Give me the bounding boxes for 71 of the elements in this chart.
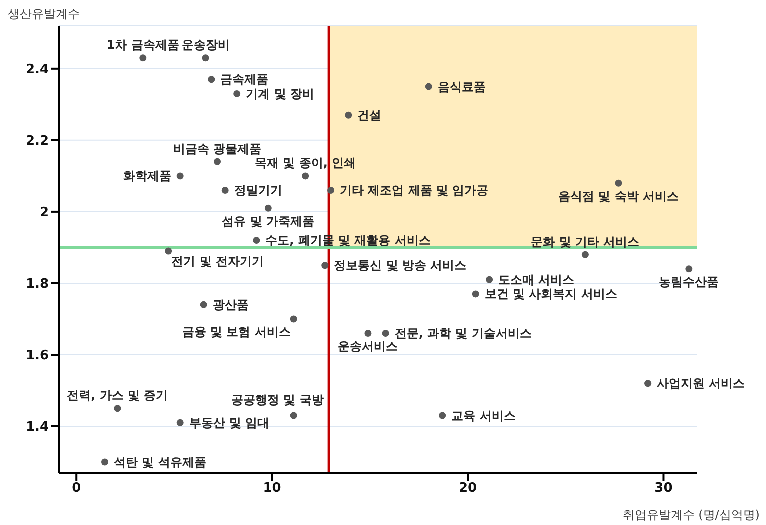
annotation: 전문, 과학 및 기술서비스 bbox=[394, 326, 532, 341]
point bbox=[202, 54, 210, 62]
annotation: 전력, 가스 및 증기 bbox=[67, 388, 168, 403]
point bbox=[486, 276, 494, 284]
point bbox=[302, 172, 310, 180]
x-axis-title: 취업유발계수 (명/십억명) bbox=[622, 507, 760, 524]
point bbox=[582, 251, 589, 258]
point bbox=[165, 248, 172, 255]
point bbox=[101, 458, 108, 466]
annotation: 부동산 및 임대 bbox=[189, 416, 270, 430]
annotation: 금속제품 bbox=[220, 72, 269, 87]
annotation: 도소매 서비스 bbox=[498, 272, 575, 287]
annotation: 음식료품 bbox=[438, 80, 486, 94]
point bbox=[200, 301, 208, 308]
y-tick-label: 2.4 bbox=[26, 62, 49, 78]
point bbox=[328, 186, 335, 194]
y-tick-label: 2.2 bbox=[26, 134, 49, 150]
point bbox=[472, 290, 480, 298]
annotation: 기타 제조업 제품 및 임가공 bbox=[340, 183, 489, 198]
x-tick-label: 10 bbox=[263, 481, 282, 496]
annotation: 섬유 및 가죽제품 bbox=[222, 214, 315, 228]
annotation: 1차 금속제품 bbox=[106, 38, 180, 52]
point bbox=[290, 316, 298, 323]
point bbox=[176, 419, 184, 426]
annotation: 정밀기기 bbox=[234, 183, 282, 198]
annotation: 목재 및 종이, 인쇄 bbox=[255, 156, 356, 170]
annotation: 공공행정 및 국방 bbox=[231, 392, 324, 407]
point bbox=[140, 54, 147, 62]
annotation: 음식점 및 숙박 서비스 bbox=[558, 189, 679, 204]
point bbox=[615, 180, 622, 187]
annotation: 운송장비 bbox=[182, 38, 230, 52]
point bbox=[214, 158, 222, 166]
annotation: 건설 bbox=[358, 108, 382, 122]
annotation: 전기 및 전자기기 bbox=[172, 254, 264, 268]
annotation: 기계 및 장비 bbox=[246, 86, 314, 101]
point bbox=[290, 412, 298, 420]
annotation: 석탄 및 석유제품 bbox=[114, 455, 206, 470]
annotation: 농림수산품 bbox=[659, 275, 720, 290]
annotation: 문화 및 기타 서비스 bbox=[531, 234, 640, 249]
point bbox=[264, 204, 272, 212]
y-tick-label: 1.8 bbox=[26, 277, 49, 292]
point bbox=[114, 405, 122, 412]
point bbox=[364, 330, 372, 338]
point bbox=[176, 172, 184, 180]
annotation: 화학제품 bbox=[123, 169, 172, 184]
point bbox=[234, 90, 241, 98]
point bbox=[425, 83, 432, 90]
annotation: 금융 및 보험 서비스 bbox=[182, 325, 291, 340]
y-tick-label: 1.4 bbox=[26, 420, 49, 436]
y-tick-label: 2 bbox=[40, 206, 49, 221]
annotation: 운송서비스 bbox=[338, 340, 398, 354]
x-tick-label: 20 bbox=[458, 481, 478, 496]
point bbox=[439, 412, 446, 420]
point bbox=[345, 112, 352, 119]
y-tick-label: 1.6 bbox=[26, 348, 49, 364]
point bbox=[253, 237, 260, 244]
annotation: 보건 및 사회복지 서비스 bbox=[484, 287, 618, 302]
annotation: 사업지원 서비스 bbox=[657, 376, 746, 391]
annotation: 정보통신 및 방송 서비스 bbox=[334, 258, 467, 273]
point bbox=[222, 186, 229, 194]
point bbox=[382, 330, 390, 338]
annotation: 광산품 bbox=[212, 298, 249, 312]
annotation: 비금속 광물제품 bbox=[173, 142, 262, 156]
x-tick-label: 0 bbox=[72, 481, 82, 496]
point bbox=[686, 266, 693, 273]
point bbox=[208, 76, 216, 84]
point bbox=[322, 262, 329, 270]
x-tick-label: 30 bbox=[654, 481, 673, 496]
annotation: 교육 서비스 bbox=[452, 408, 516, 423]
y-axis-title: 생산유발계수 bbox=[8, 6, 80, 23]
point bbox=[644, 380, 652, 388]
